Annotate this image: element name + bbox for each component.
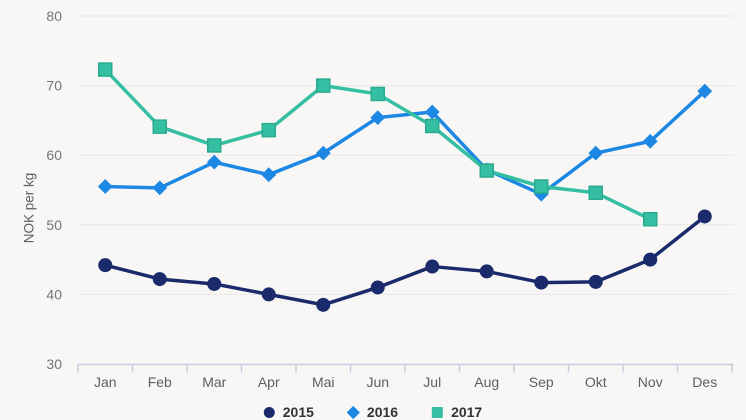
x-category-label: Jul — [423, 374, 441, 390]
series-point-2015[interactable] — [152, 272, 167, 287]
series-point-2017[interactable] — [479, 163, 494, 178]
series-point-2017[interactable] — [98, 62, 113, 77]
series-point-2017[interactable] — [370, 86, 385, 102]
series-point-2016[interactable] — [206, 154, 222, 170]
series-point-2015[interactable] — [370, 280, 385, 295]
series-point-2015[interactable] — [425, 259, 440, 274]
series-point-2015[interactable] — [98, 258, 113, 273]
series-point-2015[interactable] — [697, 209, 712, 224]
legend: 2015 2016 2017 — [263, 404, 482, 420]
x-category-label: Sep — [529, 374, 554, 390]
y-tick-label: 40 — [46, 286, 62, 302]
x-category-label: Apr — [258, 374, 280, 390]
series-point-2016[interactable] — [424, 104, 440, 120]
series-point-2017[interactable] — [643, 211, 658, 227]
y-tick-label: 30 — [46, 356, 62, 372]
series-point-2016[interactable] — [315, 145, 331, 161]
x-category-label: Jan — [94, 374, 117, 390]
series-point-2016[interactable] — [697, 83, 713, 99]
y-tick-label: 50 — [46, 217, 62, 233]
y-tick-label: 60 — [46, 147, 62, 163]
series-point-2015[interactable] — [261, 287, 276, 302]
series-point-2016[interactable] — [370, 110, 386, 126]
legend-label: 2015 — [282, 404, 314, 420]
series-line-2015 — [103, 214, 707, 307]
legend-item-2017[interactable]: 2017 — [432, 404, 482, 420]
x-category-label: Mar — [202, 374, 226, 390]
legend-marker-diamond-icon — [346, 405, 361, 419]
series-point-2016[interactable] — [152, 180, 168, 196]
y-tick-label: 70 — [46, 78, 62, 94]
x-category-label: Aug — [474, 374, 499, 390]
series-line-2016 — [103, 89, 707, 196]
x-category-label: Nov — [638, 374, 663, 390]
x-category-label: Des — [692, 374, 717, 390]
series-point-2015[interactable] — [316, 297, 331, 312]
legend-marker-square-icon — [432, 406, 444, 418]
series-point-2017[interactable] — [425, 118, 440, 134]
series-point-2017[interactable] — [316, 78, 331, 93]
series-point-2016[interactable] — [642, 133, 658, 149]
series-point-2015[interactable] — [534, 275, 549, 290]
series-point-2017[interactable] — [207, 138, 222, 153]
series-point-2016[interactable] — [97, 179, 113, 194]
series-point-2017[interactable] — [261, 122, 276, 138]
legend-marker-circle-icon — [263, 406, 275, 418]
legend-label: 2017 — [451, 404, 483, 420]
series-point-2016[interactable] — [261, 167, 277, 183]
series-point-2015[interactable] — [479, 264, 494, 279]
series-point-2015[interactable] — [207, 276, 222, 291]
x-category-label: Jun — [366, 374, 389, 390]
y-tick-label: 80 — [46, 8, 62, 24]
x-category-label: Mai — [312, 374, 335, 390]
legend-item-2015[interactable]: 2015 — [263, 404, 314, 420]
series-point-2017[interactable] — [152, 119, 167, 134]
legend-label: 2016 — [366, 404, 399, 420]
series-point-2015[interactable] — [643, 252, 658, 267]
x-category-label: Feb — [148, 374, 172, 390]
series-point-2016[interactable] — [588, 145, 604, 161]
series-point-2017[interactable] — [588, 185, 603, 201]
x-category-label: Okt — [585, 374, 607, 390]
series-point-2017[interactable] — [534, 179, 549, 194]
legend-item-2016[interactable]: 2016 — [346, 404, 399, 420]
series-point-2015[interactable] — [588, 274, 603, 289]
y-axis-title: NOK per kg — [21, 172, 37, 244]
